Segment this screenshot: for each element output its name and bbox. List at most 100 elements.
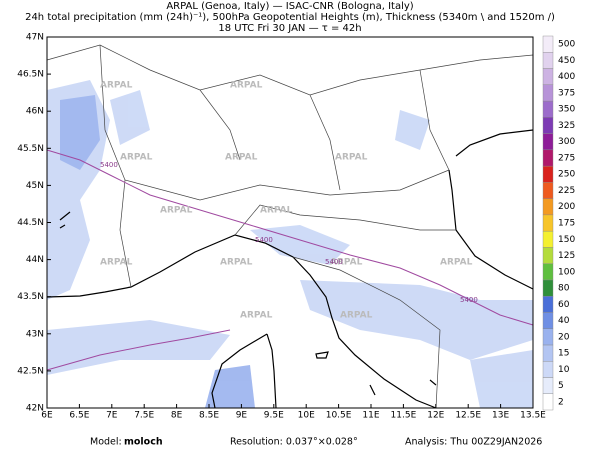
lat-tick-label: 45N <box>26 181 44 191</box>
watermark: ARPAL <box>100 258 133 268</box>
lat-tick-label: 42.5N <box>17 366 44 376</box>
colorbar-swatch <box>542 165 554 183</box>
colorbar-swatch <box>542 279 554 297</box>
colorbar-label: 175 <box>558 219 575 229</box>
admin-border <box>46 44 534 409</box>
contour-label: 5400 <box>325 258 343 266</box>
lon-tick-label: 11.5E <box>391 411 417 421</box>
watermark: ARPAL <box>340 311 373 321</box>
colorbar-swatch <box>542 35 554 53</box>
lon-tick-label: 13.5E <box>520 411 546 421</box>
colorbar-swatch <box>542 344 554 362</box>
contour-label: 5400 <box>255 236 273 244</box>
footer-model: moloch <box>124 437 163 448</box>
lat-tick-label: 43N <box>26 329 44 339</box>
watermark: ARPAL <box>440 258 473 268</box>
lat-tick-label: 42N <box>26 404 44 414</box>
colorbar-swatch <box>542 84 554 102</box>
colorbar-label: 350 <box>558 105 575 115</box>
lat-tick-label: 43.5N <box>17 292 44 302</box>
lat-tick-label: 45.5N <box>17 144 44 154</box>
colorbar-swatch <box>542 52 554 69</box>
colorbar-swatch <box>542 377 554 394</box>
colorbar-label: 375 <box>558 88 575 98</box>
lon-tick-label: 10E <box>298 411 315 421</box>
colorbar-swatch <box>542 312 554 329</box>
colorbar-label: 450 <box>558 56 575 66</box>
colorbar-swatch <box>542 247 554 264</box>
lat-tick-label: 44N <box>26 255 44 265</box>
colorbar-label: 225 <box>558 186 575 196</box>
watermark: ARPAL <box>260 206 293 216</box>
colorbar-label: 325 <box>558 121 575 131</box>
colorbar-label: 200 <box>558 202 575 212</box>
watermark: ARPAL <box>330 258 363 268</box>
colorbar-swatch <box>542 295 554 313</box>
lon-tick-label: 11E <box>362 411 379 421</box>
colorbar-label: 150 <box>558 235 575 245</box>
watermark: ARPAL <box>100 81 133 91</box>
lon-tick-label: 8.5E <box>199 411 219 421</box>
lat-tick-label: 46N <box>26 107 44 117</box>
colorbar-label: 400 <box>558 72 575 82</box>
colorbar-label: 20 <box>558 332 570 342</box>
lat-tick-label: 44.5N <box>17 218 44 228</box>
lon-tick-label: 7.5E <box>134 411 154 421</box>
lon-tick-label: 6E <box>41 411 53 421</box>
colorbar-label: 275 <box>558 153 575 163</box>
lon-tick-label: 6.5E <box>69 411 89 421</box>
watermark: ARPAL <box>120 153 153 163</box>
contour-line <box>46 149 534 371</box>
colorbar-swatch <box>542 182 554 199</box>
lon-tick-label: 13E <box>492 411 509 421</box>
lat-tick-label: 46.5N <box>17 70 44 80</box>
colorbar-label: 2 <box>558 397 564 407</box>
title-line: 18 UTC Fri 30 JAN — τ = 42h <box>218 23 361 34</box>
colorbar-swatch <box>542 214 554 232</box>
footer-analysis: Analysis: Thu 00Z29JAN2026 <box>405 437 542 448</box>
watermark: ARPAL <box>240 311 273 321</box>
colorbar-swatch <box>542 68 554 85</box>
colorbar-label: 15 <box>558 349 569 359</box>
watermark: ARPAL <box>335 153 368 163</box>
watermark: ARPAL <box>220 258 253 268</box>
coastline <box>46 129 534 409</box>
lon-tick-label: 12E <box>427 411 444 421</box>
title-line: 24h total precipitation (mm (24h)⁻¹), 50… <box>25 12 555 23</box>
colorbar-label: 80 <box>558 284 570 294</box>
footer-label: Model: <box>90 437 122 448</box>
colorbar-swatch <box>542 133 554 151</box>
watermark: ARPAL <box>225 153 258 163</box>
map <box>46 37 534 409</box>
title-line: ARPAL (Genoa, Italy) — ISAC-CNR (Bologna… <box>166 1 413 12</box>
lon-tick-label: 10.5E <box>326 411 352 421</box>
colorbar-swatch <box>542 328 554 346</box>
colorbar-swatch <box>542 198 554 216</box>
colorbar-label: 100 <box>558 267 575 277</box>
lon-tick-label: 8E <box>171 411 183 421</box>
colorbar-swatch <box>542 361 554 378</box>
colorbar-label: 60 <box>558 300 570 310</box>
watermark: ARPAL <box>230 81 263 91</box>
colorbar-label: 5 <box>558 381 564 391</box>
contour-label: 5400 <box>460 296 478 304</box>
lon-tick-label: 7E <box>106 411 118 421</box>
colorbar-swatch <box>542 263 554 281</box>
lon-tick-label: 12.5E <box>455 411 481 421</box>
lon-tick-label: 9E <box>236 411 248 421</box>
colorbar-swatch <box>542 393 554 411</box>
colorbar-label: 40 <box>558 316 570 326</box>
footer-resolution: Resolution: 0.037°×0.028° <box>230 437 358 448</box>
watermark: ARPAL <box>160 206 193 216</box>
colorbar-label: 125 <box>558 251 575 261</box>
colorbar-label: 250 <box>558 170 575 180</box>
contour-label: 5400 <box>100 161 118 169</box>
colorbar-label: 300 <box>558 137 575 147</box>
colorbar-swatch <box>542 100 554 118</box>
colorbar-swatch <box>542 117 554 134</box>
lat-tick-label: 47N <box>26 33 44 43</box>
precip-shading <box>47 80 533 408</box>
colorbar-swatch <box>542 149 554 167</box>
colorbar-label: 500 <box>558 40 575 50</box>
